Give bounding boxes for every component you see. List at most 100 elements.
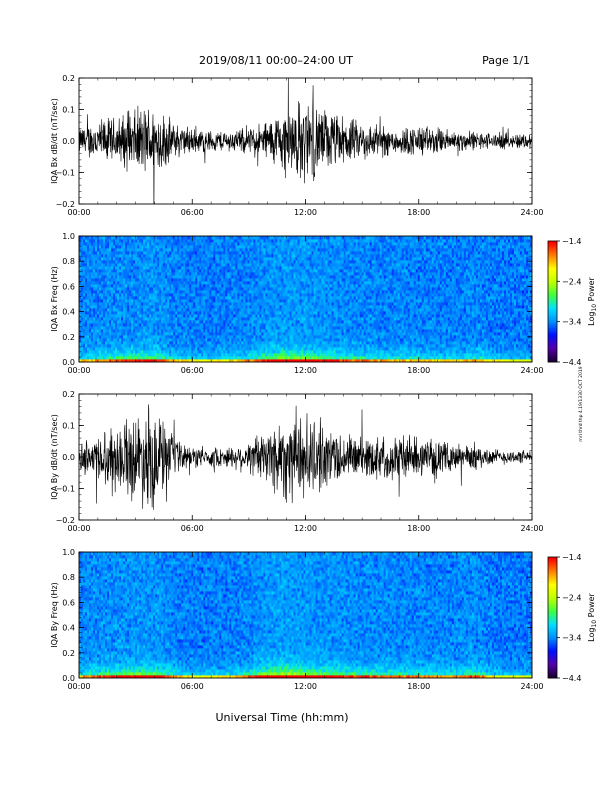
spectrogram-cell xyxy=(297,278,300,282)
spectrogram-cell xyxy=(157,353,160,357)
spectrogram-cell xyxy=(191,263,194,267)
spectrogram-cell xyxy=(243,320,246,324)
spectrogram-cell xyxy=(139,308,142,312)
spectrogram-cell xyxy=(287,272,290,276)
spectrogram-cell xyxy=(91,251,94,255)
spectrogram-cell xyxy=(291,332,294,336)
spectrogram-cell xyxy=(179,251,182,255)
spectrogram-cell xyxy=(125,260,128,264)
spectrogram-cell xyxy=(157,329,160,333)
spectrogram-cell xyxy=(97,326,100,330)
spectrogram-cell xyxy=(109,275,112,279)
spectrogram-cell xyxy=(231,350,234,354)
spectrogram-cell xyxy=(195,311,198,315)
spectrogram-cell xyxy=(279,260,282,264)
spectrogram-cell xyxy=(197,284,200,288)
spectrogram-cell xyxy=(139,353,142,357)
spectrogram-cell xyxy=(267,287,270,291)
spectrogram-cell xyxy=(169,257,172,261)
spectrogram-cell xyxy=(301,254,304,258)
spectrogram-cell xyxy=(255,296,258,300)
spectrogram-cell xyxy=(169,344,172,348)
spectrogram-cell xyxy=(95,272,98,276)
spectrogram-cell xyxy=(275,293,278,297)
spectrogram-cell xyxy=(203,329,206,333)
spectrogram-cell xyxy=(161,305,164,309)
spectrogram-cell xyxy=(229,293,232,297)
spectrogram-cell xyxy=(247,239,250,243)
spectrogram-cell xyxy=(107,293,110,297)
spectrogram-cell xyxy=(171,290,174,294)
spectrogram-cell xyxy=(91,293,94,297)
spectrogram-cell xyxy=(125,299,128,303)
spectrogram-cell xyxy=(137,260,140,264)
spectrogram-cell xyxy=(199,254,202,258)
spectrogram-cell xyxy=(219,341,222,345)
spectrogram-cell xyxy=(111,281,114,285)
spectrogram-cell xyxy=(245,329,248,333)
spectrogram-cell xyxy=(209,350,212,354)
spectrogram-cell xyxy=(293,284,296,288)
spectrogram-cell xyxy=(235,242,238,246)
spectrogram-cell xyxy=(95,257,98,261)
spectrogram-cell xyxy=(267,290,270,294)
spectrogram-cell xyxy=(169,338,172,342)
spectrogram-cell xyxy=(113,338,116,342)
spectrogram-cell xyxy=(229,266,232,270)
spectrogram-cell xyxy=(119,296,122,300)
spectrogram-cell xyxy=(219,335,222,339)
spectrogram-cell xyxy=(161,290,164,294)
spectrogram-cell xyxy=(233,308,236,312)
spectrogram-cell xyxy=(107,242,110,246)
spectrogram-cell xyxy=(125,326,128,330)
spectrogram-cell xyxy=(125,308,128,312)
spectrogram-cell xyxy=(155,260,158,264)
spectrogram-cell xyxy=(89,293,92,297)
spectrogram-cell xyxy=(245,284,248,288)
spectrogram-cell xyxy=(79,275,82,279)
spectrogram-cell xyxy=(221,350,224,354)
spectrogram-cell xyxy=(305,320,308,324)
spectrogram-cell xyxy=(137,284,140,288)
spectrogram-cell xyxy=(209,242,212,246)
spectrogram-cell xyxy=(117,335,120,339)
spectrogram-cell xyxy=(89,344,92,348)
spectrogram-cell xyxy=(219,329,222,333)
spectrogram-cell xyxy=(185,272,188,276)
spectrogram-cell xyxy=(229,248,232,252)
spectrogram-cell xyxy=(121,263,124,267)
spectrogram-cell xyxy=(277,308,280,312)
spectrogram-cell xyxy=(231,347,234,351)
spectrogram-cell xyxy=(301,335,304,339)
spectrogram-cell xyxy=(217,278,220,282)
spectrogram-cell xyxy=(203,293,206,297)
spectrogram-cell xyxy=(125,335,128,339)
spectrogram-cell xyxy=(295,305,298,309)
spectrogram-cell xyxy=(235,332,238,336)
spectrogram-cell xyxy=(153,278,156,282)
spectrogram-cell xyxy=(89,317,92,321)
spectrogram-cell xyxy=(199,266,202,270)
spectrogram-cell xyxy=(191,344,194,348)
spectrogram-cell xyxy=(103,350,106,354)
spectrogram-cell xyxy=(285,245,288,249)
spectrogram-cell xyxy=(137,356,140,360)
spectrogram-cell xyxy=(171,260,174,264)
spectrogram-cell xyxy=(287,323,290,327)
spectrogram-cell xyxy=(93,284,96,288)
spectrogram-cell xyxy=(255,236,258,240)
spectrogram-cell xyxy=(303,359,306,362)
spectrogram-cell xyxy=(245,317,248,321)
spectrogram-cell xyxy=(229,338,232,342)
spectrogram-cell xyxy=(267,254,270,258)
spectrogram-cell xyxy=(139,248,142,252)
spectrogram-cell xyxy=(121,344,124,348)
spectrogram-cell xyxy=(281,359,284,362)
spectrogram-cell xyxy=(95,269,98,273)
spectrogram-cell xyxy=(285,266,288,270)
spectrogram-cell xyxy=(251,356,254,360)
spectrogram-cell xyxy=(163,284,166,288)
spectrogram-cell xyxy=(251,293,254,297)
spectrogram-cell xyxy=(121,314,124,318)
spectrogram-cell xyxy=(165,353,168,357)
